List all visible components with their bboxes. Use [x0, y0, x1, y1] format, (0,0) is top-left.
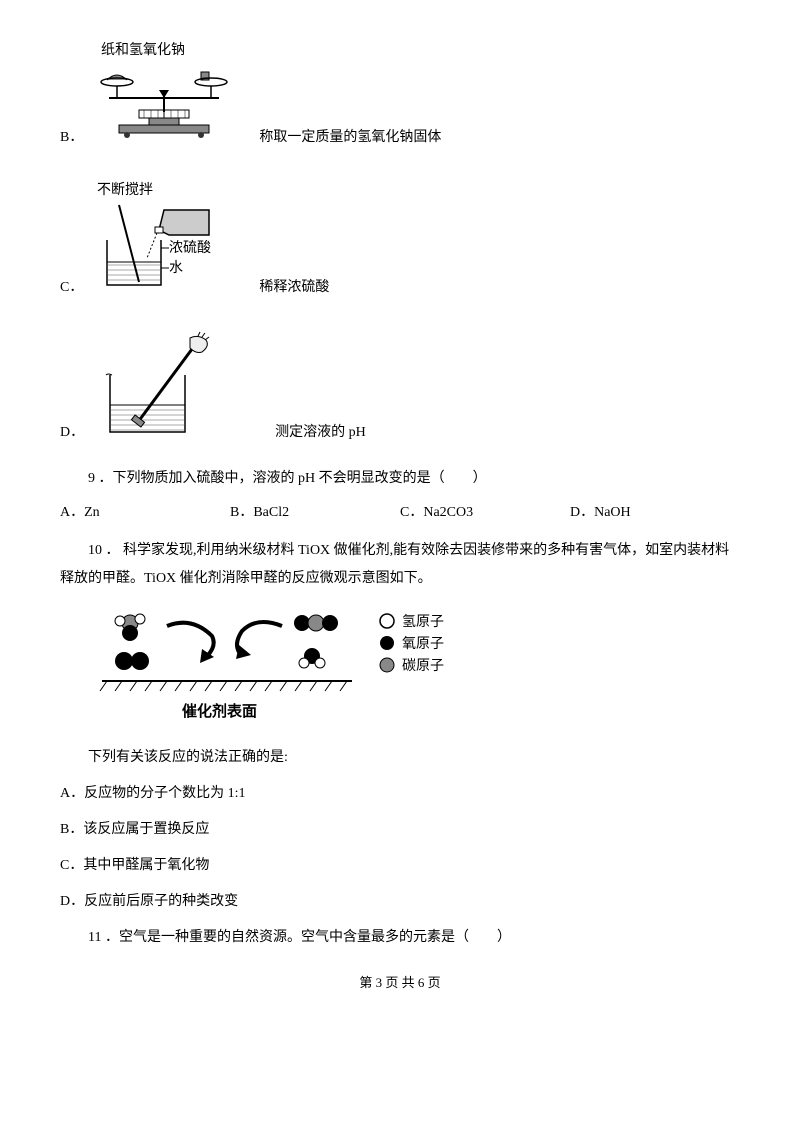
- glass-rod-icon: [119, 205, 139, 282]
- right-pan: [195, 72, 227, 98]
- q9-choice-a: A．Zn: [60, 501, 230, 521]
- label-stir: 不断搅拌: [97, 182, 153, 198]
- q10-choice-c: C．其中甲醛属于氧化物: [60, 852, 740, 880]
- option-c: C． 不断搅拌: [60, 180, 740, 300]
- option-b-text: 称取一定质量的氢氧化钠固体: [259, 126, 441, 146]
- q10-choice-b: B．该反应属于置换反应: [60, 816, 740, 844]
- q10-diagram: 催化剂表面 氢原子 氧原子 碳原子: [92, 601, 740, 736]
- option-d: D．: [60, 330, 740, 445]
- surface-label: 催化剂表面: [182, 702, 257, 720]
- beaker-icon: [106, 374, 185, 432]
- balance-scale-image: 纸和氢氧化钠: [89, 40, 239, 150]
- left-pan: [101, 75, 133, 98]
- label-acid: 浓硫酸: [169, 240, 211, 256]
- legend: 氢原子 氧原子 碳原子: [380, 614, 444, 674]
- q11-text: 11 ．空气是一种重要的自然资源。空气中含量最多的元素是（ ）: [60, 924, 740, 952]
- option-d-letter: D．: [60, 421, 84, 441]
- page-footer: 第 3 页 共 6 页: [60, 972, 740, 991]
- option-c-letter: C．: [60, 276, 83, 296]
- legend-h-label: 氢原子: [402, 614, 444, 630]
- ph-test-image: [90, 330, 255, 445]
- option-c-text: 稀释浓硫酸: [259, 276, 329, 296]
- q9-choice-d: D．NaOH: [570, 501, 740, 521]
- q9-choices: A．Zn B．BaCl2 C．Na2CO3 D．NaOH: [60, 501, 740, 521]
- hatching: [100, 681, 347, 691]
- option-d-text: 测定溶液的 pH: [275, 421, 366, 441]
- dilute-acid-image: 不断搅拌: [89, 180, 239, 300]
- option-b-letter: B．: [60, 126, 83, 146]
- legend-c-label: 碳原子: [402, 658, 444, 674]
- q10-choice-a: A．反应物的分子个数比为 1:1: [60, 780, 740, 808]
- reaction-arrows-icon: [167, 622, 282, 663]
- products-icon: [294, 615, 338, 668]
- label-paper-naoh: 纸和氢氧化钠: [101, 42, 185, 58]
- q10-text2: 下列有关该反应的说法正确的是:: [60, 744, 740, 772]
- ph-strip-icon: [132, 332, 210, 427]
- q10-choice-d: D．反应前后原子的种类改变: [60, 888, 740, 916]
- option-b: B． 纸和氢氧化钠: [60, 40, 740, 150]
- q9-choice-c: C．Na2CO3: [400, 501, 570, 521]
- q9-choice-b: B．BaCl2: [230, 501, 400, 521]
- legend-o-label: 氧原子: [402, 636, 444, 652]
- page-container: B． 纸和氢氧化钠: [0, 0, 800, 1011]
- q9-text: 9 ．下列物质加入硫酸中，溶液的 pH 不会明显改变的是（ ）: [60, 465, 740, 493]
- reactants-icon: [115, 614, 149, 670]
- label-water: 水: [169, 260, 183, 276]
- q10-text1: 10 ． 科学家发现,利用纳米级材料 TiOX 做催化剂,能有效除去因装修带来的…: [60, 537, 740, 593]
